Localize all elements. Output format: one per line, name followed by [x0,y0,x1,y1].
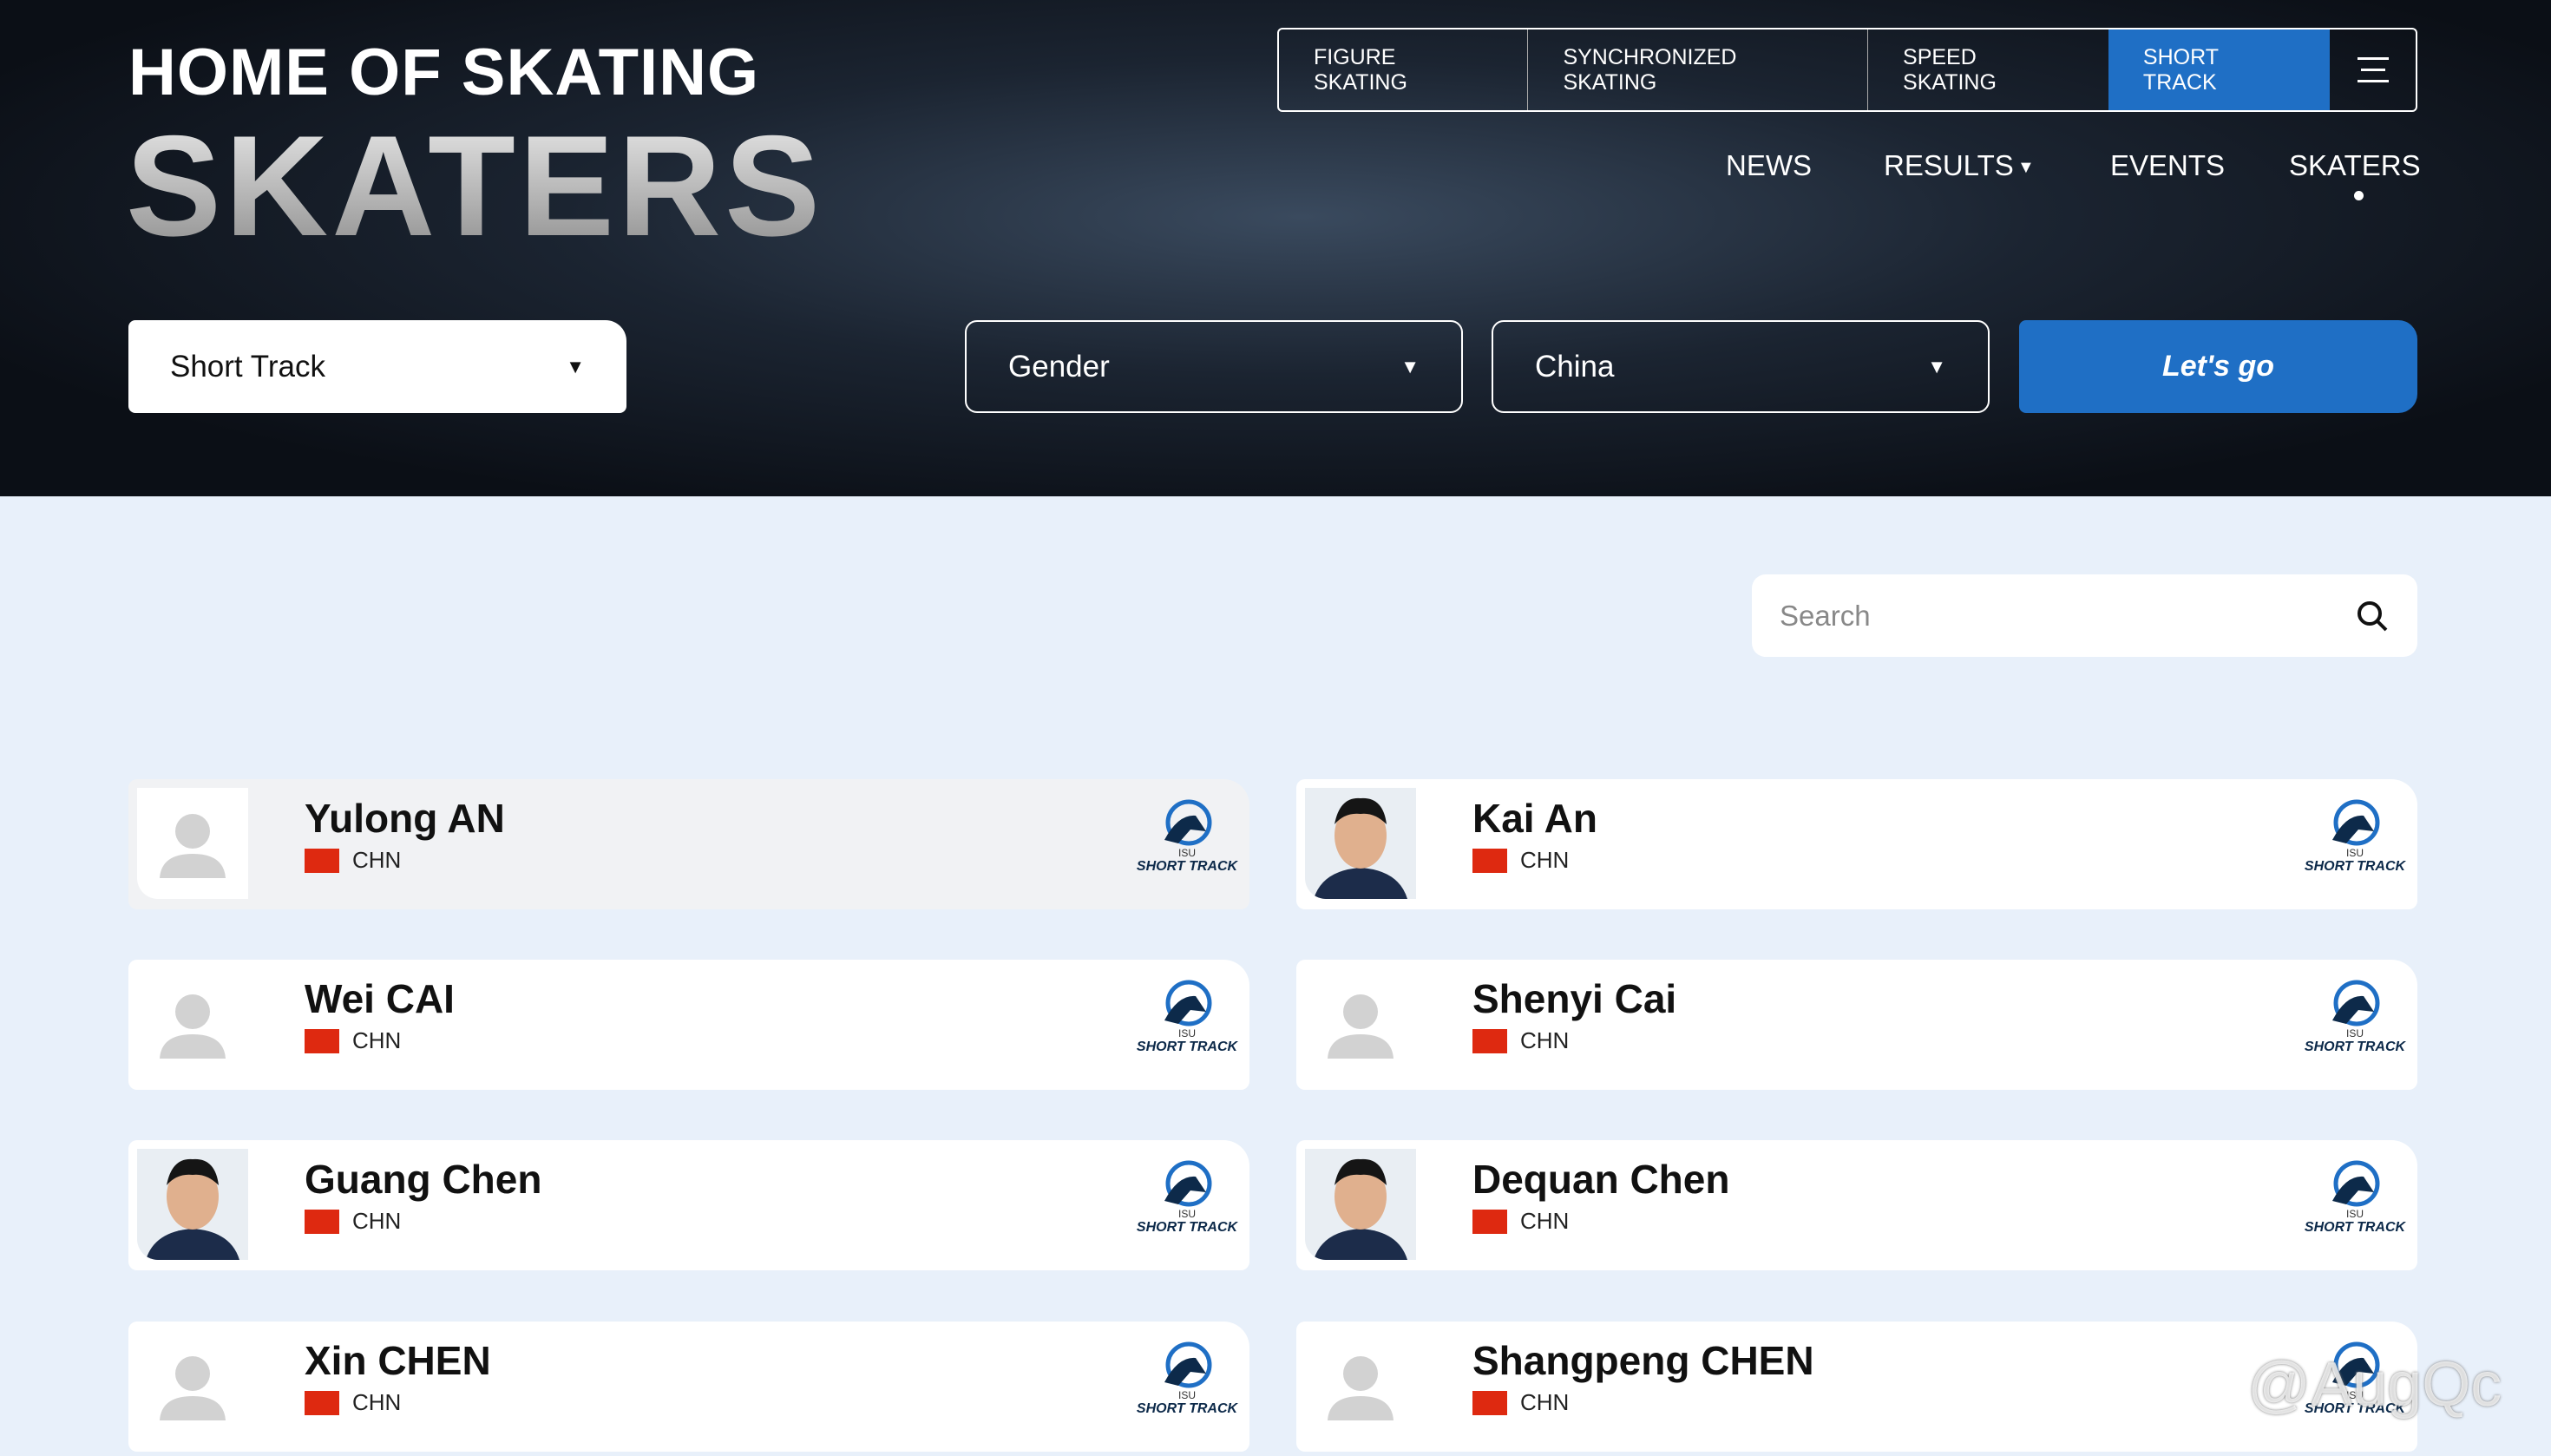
logo-org: ISU [1177,847,1196,859]
skater-name[interactable]: Dequan Chen [1472,1157,1730,1202]
skater-name[interactable]: Xin CHEN [305,1338,491,1383]
avatar [137,1149,248,1260]
menu-button[interactable] [2330,30,2416,110]
logo-text: SHORT TRACK [1136,1220,1238,1235]
country-code: CHN [352,1389,402,1415]
discipline-logo: ISU SHORT TRACK [1135,1339,1239,1426]
avatar [137,788,248,899]
flag [1472,1029,1507,1053]
avatar [1305,968,1416,1079]
discipline-logo: ISU SHORT TRACK [2303,797,2407,883]
active-dot [2354,191,2364,200]
flag [305,1210,339,1234]
skater-card[interactable]: Xin CHEN CHN ISU SHORT TRACK [128,1322,1249,1452]
skater-card[interactable]: Guang Chen CHN ISU SHORT TRACK [128,1140,1249,1270]
tab[interactable]: FIGURE SKATING [1279,30,1529,110]
avatar [1305,1330,1416,1441]
submit-button[interactable]: Let's go [2019,320,2417,413]
flag [305,849,339,873]
logo-org: ISU [2345,1027,2364,1040]
logo-text: SHORT TRACK [1136,1401,1238,1416]
skater-card[interactable]: Yulong AN CHN ISU SHORT TRACK [128,779,1249,909]
skater-name[interactable]: Wei CAI [305,976,455,1021]
search-icon[interactable] [2355,599,2390,633]
logo-org: ISU [2345,847,2364,859]
nav-link[interactable]: SKATERS [2289,149,2421,181]
logo-text: SHORT TRACK [2304,1220,2406,1235]
logo-text: SHORT TRACK [2304,1040,2406,1054]
flag [305,1391,339,1415]
avatar [137,1330,248,1441]
skater-card[interactable]: Shangpeng CHEN CHN ISU SHORT TRACK [1296,1322,2417,1452]
discipline-logo: ISU SHORT TRACK [1135,1158,1239,1244]
select-value: Gender [1008,349,1110,384]
country-code: CHN [352,1027,402,1053]
skater-name[interactable]: Kai An [1472,796,1597,841]
skater-name[interactable]: Shenyi Cai [1472,976,1677,1021]
nav-link[interactable]: EVENTS [2110,149,2226,181]
logo-text: SHORT TRACK [2304,1401,2406,1416]
logo-org: ISU [1177,1208,1196,1220]
tab[interactable]: SYNCHRONIZED SKATING [1528,30,1869,110]
gender-select[interactable]: Gender ▼ [965,320,1463,413]
logo-text: SHORT TRACK [1136,859,1238,874]
discipline-select[interactable]: Short Track ▼ [128,320,626,413]
logo-text: SHORT TRACK [1136,1040,1238,1054]
skater-name[interactable]: Shangpeng CHEN [1472,1338,1814,1383]
country-code: CHN [1520,847,1570,873]
page-title: SKATERS [126,104,823,268]
skater-name[interactable]: Guang Chen [305,1157,542,1202]
flag [1472,849,1507,873]
country-code: CHN [1520,1027,1570,1053]
select-value: China [1535,349,1615,384]
select-value: Short Track [170,349,325,384]
discipline-logo: ISU SHORT TRACK [2303,1158,2407,1244]
tab[interactable]: SHORT TRACK [2108,30,2331,110]
search-box[interactable]: Search [1752,574,2417,657]
flag [1472,1391,1507,1415]
tab[interactable]: SPEED SKATING [1903,44,1997,95]
discipline-logo: ISU SHORT TRACK [1135,977,1239,1064]
skater-name[interactable]: Yulong AN [305,796,505,841]
tabs: FIGURE SKATING SYNCHRONIZED SKATING SPEE… [1277,28,2417,112]
logo-org: ISU [1177,1389,1196,1401]
nav-link[interactable]: NEWS [1726,149,1812,181]
avatar [137,968,248,1079]
nav-link[interactable]: RESULTS [1884,149,2014,181]
watermark: @AugQc [2247,1350,2502,1420]
logo-org: ISU [1177,1027,1196,1040]
country-select[interactable]: China ▼ [1492,320,1990,413]
discipline-logo: ISU SHORT TRACK [1135,797,1239,883]
brand[interactable]: HOME OF SKATING [128,36,760,109]
search-placeholder: Search [1780,599,1871,632]
country-code: CHN [1520,1389,1570,1415]
flag [1472,1210,1507,1234]
country-code: CHN [352,847,402,873]
avatar [1305,788,1416,899]
flag [305,1029,339,1053]
country-code: CHN [1520,1208,1570,1234]
skater-card[interactable]: Dequan Chen CHN ISU SHORT TRACK [1296,1140,2417,1270]
skater-card[interactable]: Kai An CHN ISU SHORT TRACK [1296,779,2417,909]
logo-text: SHORT TRACK [2304,859,2406,874]
country-code: CHN [352,1208,402,1234]
logo-org: ISU [2345,1389,2364,1401]
discipline-logo: ISU SHORT TRACK [2303,1339,2407,1426]
logo-org: ISU [2345,1208,2364,1220]
discipline-logo: ISU SHORT TRACK [2303,977,2407,1064]
dropdown-arrow: ▼ [2017,158,2035,177]
skater-card[interactable]: Shenyi Cai CHN ISU SHORT TRACK [1296,960,2417,1090]
avatar [1305,1149,1416,1260]
skater-card[interactable]: Wei CAI CHN ISU SHORT TRACK [128,960,1249,1090]
